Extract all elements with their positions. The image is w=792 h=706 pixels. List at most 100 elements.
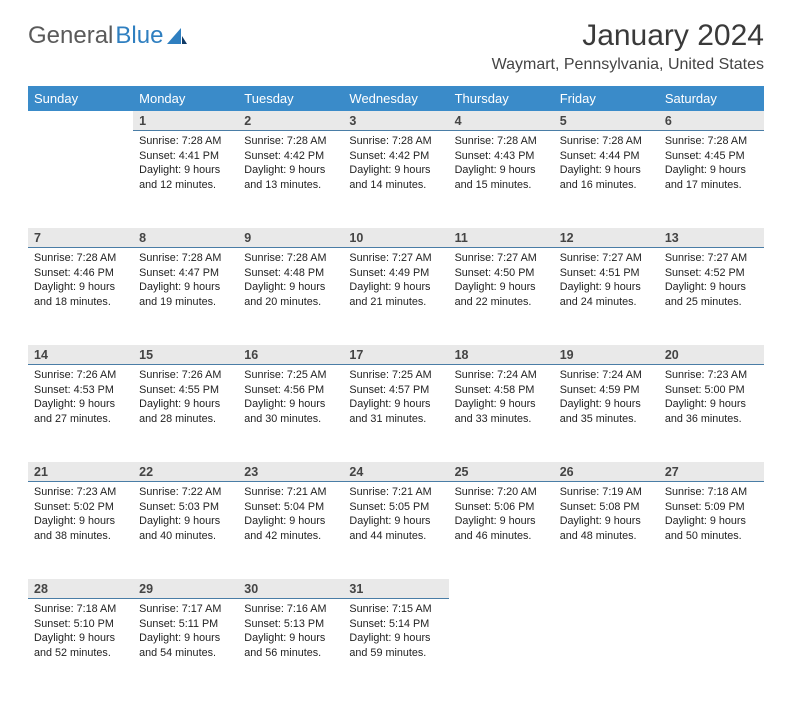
sunset-line: Sunset: 5:10 PM (34, 617, 127, 632)
day-number-cell: 26 (554, 462, 659, 482)
day-detail-cell: Sunrise: 7:22 AMSunset: 5:03 PMDaylight:… (133, 482, 238, 580)
daylight-line: Daylight: 9 hours and 12 minutes. (139, 163, 232, 192)
day-number-cell: 16 (238, 345, 343, 365)
sunset-line: Sunset: 4:46 PM (34, 266, 127, 281)
sunset-line: Sunset: 5:04 PM (244, 500, 337, 515)
daynum-row: 78910111213 (28, 228, 764, 248)
sunset-line: Sunset: 5:14 PM (349, 617, 442, 632)
sunrise-line: Sunrise: 7:27 AM (560, 251, 653, 266)
daylight-line: Daylight: 9 hours and 46 minutes. (455, 514, 548, 543)
sunset-line: Sunset: 4:49 PM (349, 266, 442, 281)
sunset-line: Sunset: 4:42 PM (244, 149, 337, 164)
daylight-line: Daylight: 9 hours and 15 minutes. (455, 163, 548, 192)
weekday-header: Monday (133, 86, 238, 111)
sunrise-line: Sunrise: 7:15 AM (349, 602, 442, 617)
sunset-line: Sunset: 4:41 PM (139, 149, 232, 164)
sunset-line: Sunset: 4:59 PM (560, 383, 653, 398)
day-number-cell: 1 (133, 111, 238, 131)
daylight-line: Daylight: 9 hours and 42 minutes. (244, 514, 337, 543)
day-number-cell: 5 (554, 111, 659, 131)
day-detail-cell: Sunrise: 7:23 AMSunset: 5:00 PMDaylight:… (659, 365, 764, 463)
sunrise-line: Sunrise: 7:28 AM (455, 134, 548, 149)
day-number-cell: 18 (449, 345, 554, 365)
day-number-cell: 19 (554, 345, 659, 365)
logo: GeneralBlue (28, 18, 187, 48)
day-detail-cell: Sunrise: 7:18 AMSunset: 5:09 PMDaylight:… (659, 482, 764, 580)
daynum-row: 123456 (28, 111, 764, 131)
sunrise-line: Sunrise: 7:25 AM (244, 368, 337, 383)
sunrise-line: Sunrise: 7:28 AM (349, 134, 442, 149)
day-detail-cell: Sunrise: 7:28 AMSunset: 4:44 PMDaylight:… (554, 131, 659, 229)
weekday-header: Saturday (659, 86, 764, 111)
daylight-line: Daylight: 9 hours and 33 minutes. (455, 397, 548, 426)
daylight-line: Daylight: 9 hours and 40 minutes. (139, 514, 232, 543)
sunset-line: Sunset: 4:55 PM (139, 383, 232, 398)
daynum-row: 14151617181920 (28, 345, 764, 365)
day-number-cell: 13 (659, 228, 764, 248)
daylight-line: Daylight: 9 hours and 50 minutes. (665, 514, 758, 543)
weekday-header: Tuesday (238, 86, 343, 111)
sunset-line: Sunset: 5:13 PM (244, 617, 337, 632)
day-detail-cell: Sunrise: 7:27 AMSunset: 4:49 PMDaylight:… (343, 248, 448, 346)
daylight-line: Daylight: 9 hours and 54 minutes. (139, 631, 232, 660)
sunrise-line: Sunrise: 7:28 AM (34, 251, 127, 266)
sunset-line: Sunset: 5:06 PM (455, 500, 548, 515)
sunset-line: Sunset: 5:09 PM (665, 500, 758, 515)
day-number-cell: 9 (238, 228, 343, 248)
day-detail-cell: Sunrise: 7:23 AMSunset: 5:02 PMDaylight:… (28, 482, 133, 580)
day-detail-cell: Sunrise: 7:18 AMSunset: 5:10 PMDaylight:… (28, 599, 133, 697)
sunrise-line: Sunrise: 7:21 AM (244, 485, 337, 500)
weekday-header: Wednesday (343, 86, 448, 111)
daylight-line: Daylight: 9 hours and 28 minutes. (139, 397, 232, 426)
sunrise-line: Sunrise: 7:23 AM (34, 485, 127, 500)
daylight-line: Daylight: 9 hours and 17 minutes. (665, 163, 758, 192)
sunrise-line: Sunrise: 7:28 AM (560, 134, 653, 149)
day-number-cell: 4 (449, 111, 554, 131)
sunset-line: Sunset: 5:02 PM (34, 500, 127, 515)
day-detail-cell: Sunrise: 7:28 AMSunset: 4:42 PMDaylight:… (343, 131, 448, 229)
sunset-line: Sunset: 4:43 PM (455, 149, 548, 164)
day-detail-cell: Sunrise: 7:26 AMSunset: 4:53 PMDaylight:… (28, 365, 133, 463)
daylight-line: Daylight: 9 hours and 27 minutes. (34, 397, 127, 426)
sunset-line: Sunset: 4:56 PM (244, 383, 337, 398)
day-detail-cell (554, 599, 659, 697)
sunrise-line: Sunrise: 7:24 AM (560, 368, 653, 383)
day-number-cell: 24 (343, 462, 448, 482)
day-detail-cell: Sunrise: 7:28 AMSunset: 4:48 PMDaylight:… (238, 248, 343, 346)
day-number-cell: 15 (133, 345, 238, 365)
sunset-line: Sunset: 5:00 PM (665, 383, 758, 398)
day-detail-cell: Sunrise: 7:25 AMSunset: 4:57 PMDaylight:… (343, 365, 448, 463)
sunset-line: Sunset: 4:52 PM (665, 266, 758, 281)
day-number-cell: 29 (133, 579, 238, 599)
sunset-line: Sunset: 4:51 PM (560, 266, 653, 281)
daylight-line: Daylight: 9 hours and 56 minutes. (244, 631, 337, 660)
weekday-header: Friday (554, 86, 659, 111)
day-number-cell: 8 (133, 228, 238, 248)
sunrise-line: Sunrise: 7:16 AM (244, 602, 337, 617)
sunrise-line: Sunrise: 7:28 AM (139, 134, 232, 149)
daylight-line: Daylight: 9 hours and 14 minutes. (349, 163, 442, 192)
daylight-line: Daylight: 9 hours and 20 minutes. (244, 280, 337, 309)
daynum-row: 28293031 (28, 579, 764, 599)
day-detail-cell: Sunrise: 7:28 AMSunset: 4:41 PMDaylight:… (133, 131, 238, 229)
day-detail-cell: Sunrise: 7:28 AMSunset: 4:42 PMDaylight:… (238, 131, 343, 229)
daylight-line: Daylight: 9 hours and 52 minutes. (34, 631, 127, 660)
day-detail-cell: Sunrise: 7:19 AMSunset: 5:08 PMDaylight:… (554, 482, 659, 580)
sunrise-line: Sunrise: 7:17 AM (139, 602, 232, 617)
day-number-cell: 10 (343, 228, 448, 248)
day-number-cell (449, 579, 554, 599)
daylight-line: Daylight: 9 hours and 22 minutes. (455, 280, 548, 309)
daylight-line: Daylight: 9 hours and 35 minutes. (560, 397, 653, 426)
day-number-cell: 31 (343, 579, 448, 599)
sunrise-line: Sunrise: 7:23 AM (665, 368, 758, 383)
daylight-line: Daylight: 9 hours and 48 minutes. (560, 514, 653, 543)
day-number-cell (659, 579, 764, 599)
sunrise-line: Sunrise: 7:22 AM (139, 485, 232, 500)
day-number-cell: 11 (449, 228, 554, 248)
day-detail-cell: Sunrise: 7:27 AMSunset: 4:50 PMDaylight:… (449, 248, 554, 346)
day-number-cell: 25 (449, 462, 554, 482)
day-detail-cell: Sunrise: 7:28 AMSunset: 4:46 PMDaylight:… (28, 248, 133, 346)
day-number-cell (28, 111, 133, 131)
sunrise-line: Sunrise: 7:28 AM (665, 134, 758, 149)
day-number-cell: 6 (659, 111, 764, 131)
